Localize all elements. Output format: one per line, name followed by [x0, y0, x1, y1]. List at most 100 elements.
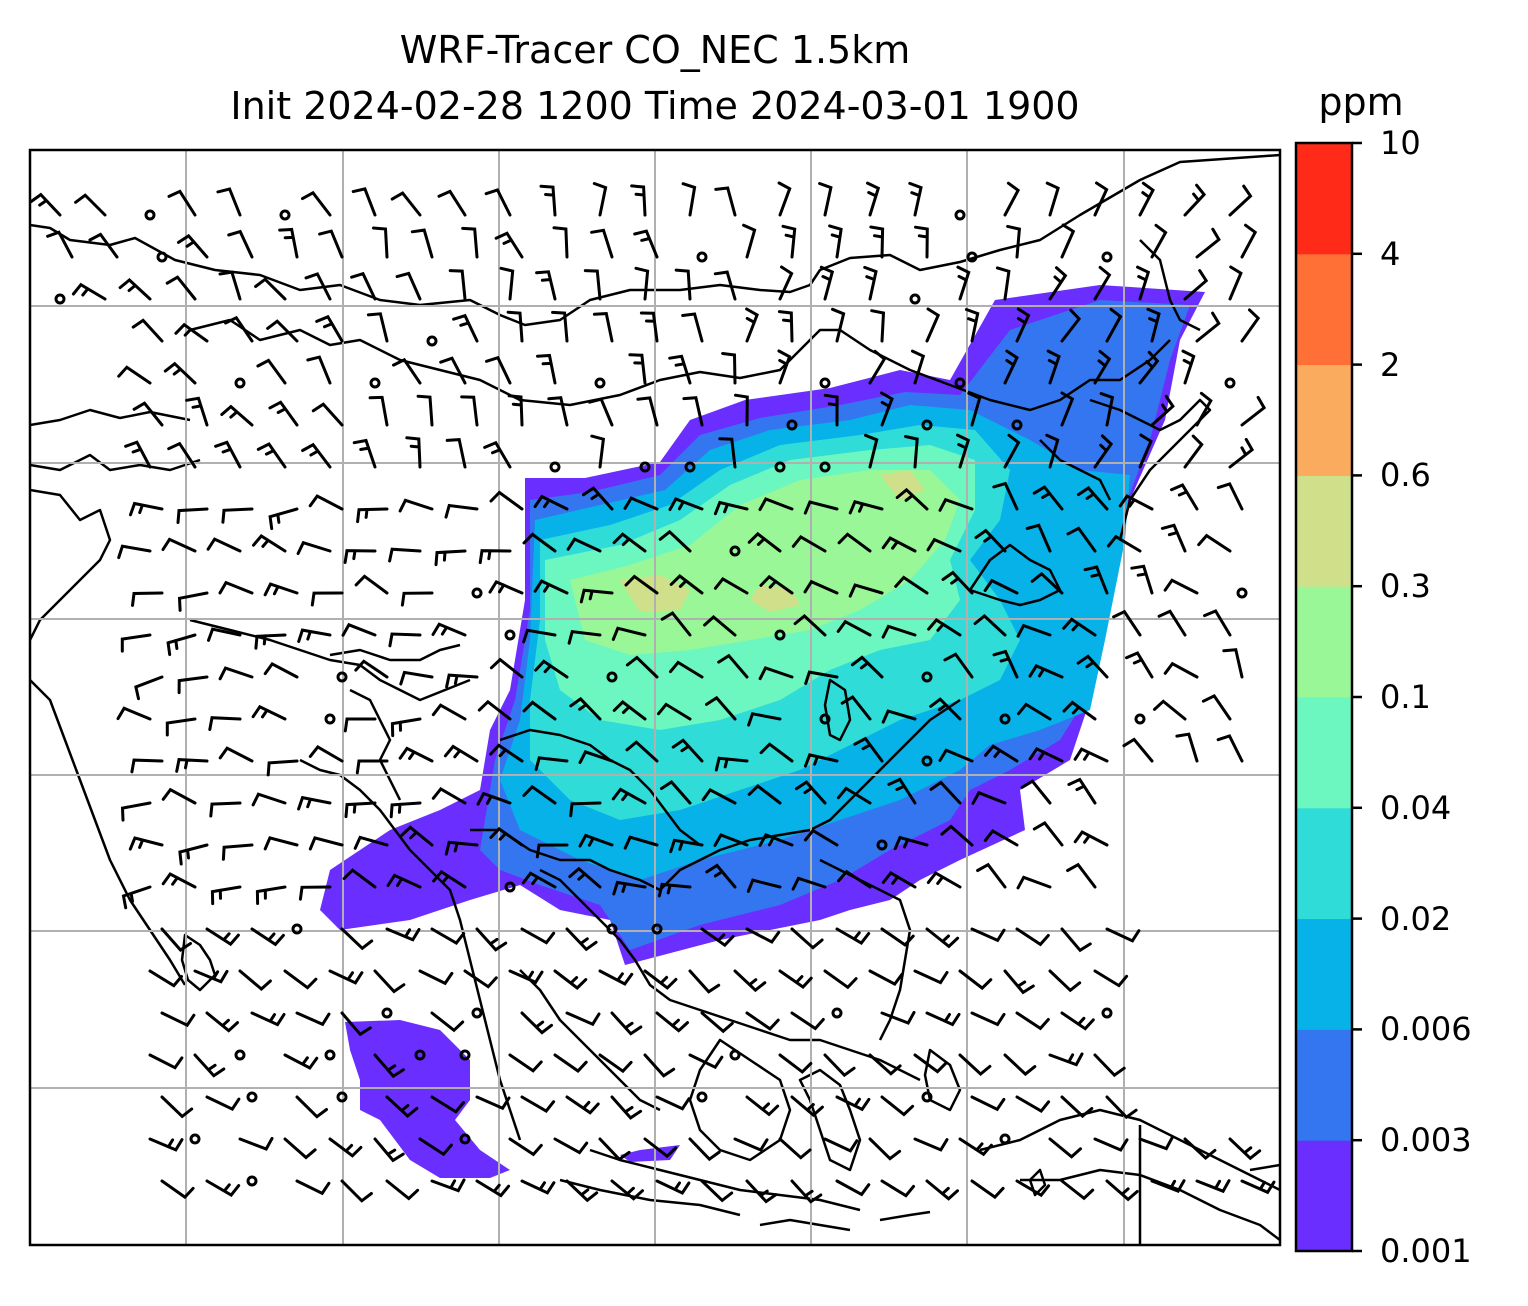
- wind-barb: [864, 433, 879, 469]
- wind-barb: [705, 863, 737, 889]
- wind-barb: [967, 391, 982, 427]
- wind-barb: [134, 675, 164, 701]
- wind-barb: [914, 225, 929, 259]
- colorbar-tick-label: 2: [1380, 345, 1401, 384]
- wind-barb: [117, 544, 152, 560]
- wind-barb: [660, 780, 692, 805]
- wind-barb: [745, 927, 781, 944]
- wind-barb: [1228, 1137, 1262, 1161]
- wind-barb: [745, 1095, 780, 1117]
- wind-barb: [623, 496, 659, 511]
- colorbar-tick-label: 0.3: [1380, 567, 1431, 606]
- colorbar-tick-label: 0.04: [1380, 788, 1452, 827]
- wind-barb: [160, 927, 192, 952]
- calm-wind-marker: [921, 419, 933, 431]
- map-title-line1: WRF-Tracer CO_NEC 1.5km: [399, 28, 911, 72]
- wind-barb: [1136, 265, 1151, 301]
- wind-barb: [310, 591, 344, 607]
- wind-barb: [628, 353, 647, 385]
- wind-barb: [1003, 1053, 1037, 1077]
- wind-barb: [1130, 564, 1154, 595]
- wind-barb: [713, 500, 749, 516]
- wind-barb: [205, 1011, 239, 1033]
- wind-barb: [984, 744, 1019, 763]
- wind-barb: [703, 615, 737, 637]
- wind-barb: [389, 801, 422, 819]
- wind-barb: [160, 1095, 194, 1119]
- wind-barb: [177, 233, 209, 259]
- wind-barb: [373, 1053, 405, 1079]
- wind-barb: [256, 442, 287, 469]
- wind-barb: [167, 189, 197, 217]
- wind-barb: [569, 801, 602, 818]
- wind-barb: [992, 481, 1019, 511]
- wind-barb: [803, 753, 839, 768]
- concentration-field: [320, 285, 1205, 1178]
- wind-barb: [1163, 578, 1199, 595]
- wind-barb: [507, 394, 524, 427]
- wind-barb: [534, 659, 569, 679]
- wind-barb: [353, 835, 389, 850]
- wind-barb: [128, 836, 164, 851]
- wind-barb: [478, 549, 512, 565]
- calm-wind-marker: [471, 587, 483, 599]
- wind-barb: [688, 1053, 724, 1070]
- wind-barb: [625, 655, 659, 679]
- wind-barb: [306, 355, 332, 385]
- wind-barb: [943, 652, 974, 679]
- wind-barb: [1240, 308, 1261, 343]
- wind-barb: [522, 628, 557, 644]
- wind-barb: [250, 1011, 286, 1027]
- wind-barb: [636, 396, 659, 427]
- wind-barb: [868, 1137, 902, 1161]
- wind-barb: [791, 876, 827, 891]
- wind-barb: [489, 657, 524, 679]
- wind-barb: [1105, 1095, 1138, 1120]
- calm-wind-marker: [774, 629, 786, 641]
- wind-barb: [1183, 269, 1209, 301]
- wind-barb: [625, 740, 659, 763]
- wind-barb: [1118, 494, 1154, 511]
- wind-barb: [970, 1179, 1005, 1200]
- wind-barb: [569, 696, 602, 721]
- calm-wind-marker: [921, 755, 933, 767]
- wind-barb: [410, 228, 434, 259]
- wind-barb: [791, 534, 827, 553]
- wind-barb: [1015, 1179, 1051, 1198]
- wind-barb: [836, 786, 872, 805]
- wind-barb: [297, 795, 332, 811]
- wind-barb: [444, 503, 479, 519]
- wind-barb: [733, 969, 767, 993]
- map-frame: [28, 148, 1282, 1247]
- calm-wind-marker: [831, 1007, 843, 1019]
- wind-barb: [624, 574, 659, 595]
- wind-barb: [373, 969, 406, 994]
- wind-barb: [166, 633, 197, 657]
- wind-barb: [489, 826, 524, 847]
- wind-barb: [1076, 654, 1109, 679]
- calm-wind-marker: [999, 1133, 1011, 1145]
- calm-wind-marker: [606, 923, 618, 935]
- wind-barb: [1240, 223, 1258, 259]
- wind-barb: [714, 756, 749, 772]
- wind-barb: [475, 927, 508, 952]
- wind-barb: [623, 835, 659, 850]
- wind-barb: [643, 1053, 676, 1078]
- wind-barb: [658, 529, 692, 553]
- wind-barb: [1032, 485, 1064, 511]
- calm-wind-marker: [336, 1091, 348, 1103]
- wind-barb: [1045, 181, 1060, 217]
- wind-barb: [1028, 746, 1064, 763]
- wind-barb: [925, 307, 941, 343]
- wind-barb: [956, 433, 971, 469]
- wind-barb: [1048, 1137, 1082, 1159]
- wind-barb: [256, 358, 287, 385]
- wind-barb: [520, 1095, 556, 1114]
- wind-barb: [1066, 526, 1097, 553]
- calm-wind-marker: [921, 1091, 933, 1103]
- wind-barb: [308, 494, 344, 511]
- wind-barb: [881, 871, 917, 889]
- wind-barb: [992, 649, 1019, 679]
- wind-barb: [1112, 609, 1142, 637]
